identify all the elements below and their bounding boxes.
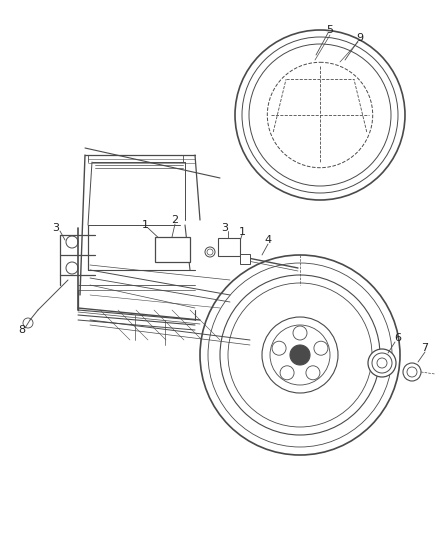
Text: 1: 1: [141, 220, 148, 230]
Circle shape: [66, 262, 78, 274]
Text: 6: 6: [394, 333, 401, 343]
Circle shape: [227, 283, 371, 427]
FancyBboxPatch shape: [218, 238, 240, 256]
Text: 2: 2: [171, 215, 178, 225]
Circle shape: [205, 247, 215, 257]
FancyBboxPatch shape: [240, 254, 249, 264]
Circle shape: [241, 37, 397, 193]
Text: 1: 1: [238, 227, 245, 237]
Circle shape: [376, 358, 386, 368]
Circle shape: [371, 353, 391, 373]
Circle shape: [406, 367, 416, 377]
Text: 8: 8: [18, 325, 25, 335]
Circle shape: [207, 249, 212, 255]
Circle shape: [234, 30, 404, 200]
Circle shape: [261, 317, 337, 393]
Circle shape: [269, 325, 329, 385]
Text: 4: 4: [264, 235, 271, 245]
Circle shape: [292, 326, 306, 340]
Circle shape: [267, 62, 372, 168]
Text: 5: 5: [326, 25, 333, 35]
Text: 9: 9: [356, 33, 363, 43]
Circle shape: [279, 366, 293, 380]
Text: 7: 7: [420, 343, 427, 353]
Circle shape: [66, 236, 78, 248]
Circle shape: [313, 341, 327, 355]
Circle shape: [219, 275, 379, 435]
Text: 3: 3: [221, 223, 228, 233]
Circle shape: [402, 363, 420, 381]
Circle shape: [272, 341, 286, 355]
Circle shape: [23, 318, 33, 328]
FancyBboxPatch shape: [155, 237, 190, 262]
Circle shape: [248, 44, 390, 186]
Circle shape: [208, 263, 391, 447]
Circle shape: [367, 349, 395, 377]
Circle shape: [290, 345, 309, 365]
Circle shape: [305, 366, 319, 380]
Circle shape: [200, 255, 399, 455]
Text: 3: 3: [53, 223, 60, 233]
